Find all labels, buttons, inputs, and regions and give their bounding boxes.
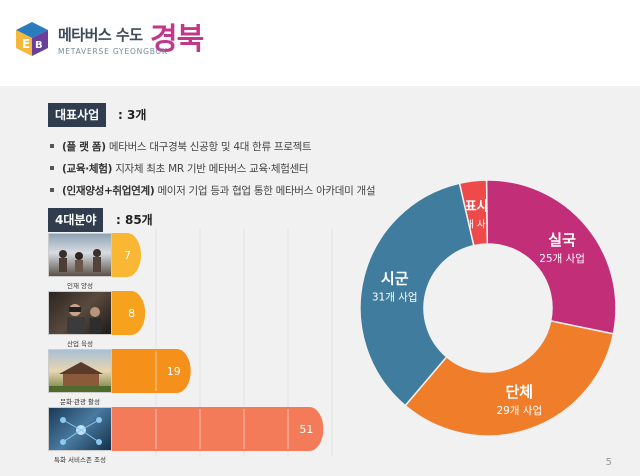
bullet-item: (플 랫 폼) 메타버스 대구경북 신공항 및 4대 한류 프로젝트 <box>50 139 312 154</box>
slice-label: 시군 <box>381 269 409 287</box>
bar <box>112 407 324 451</box>
people-icon <box>59 249 101 272</box>
donut-slice <box>485 179 617 335</box>
bullet-text: 지자체 최초 MR 기반 메타버스 교육·체험센터 <box>115 163 309 175</box>
bar-value-label: 51 <box>299 423 313 436</box>
rep-tag: 대표사업 <box>48 103 107 127</box>
header: E B 메타버스 수도 경북 METAVERSE GYEONGBUK <box>0 0 640 86</box>
row-label: 인재 양성 <box>67 282 93 290</box>
svg-text:E: E <box>22 37 30 51</box>
bullet-dot <box>50 188 54 192</box>
row-image-culture <box>48 349 112 393</box>
bar-group: 8 <box>112 291 146 335</box>
bar-value-label: 7 <box>124 249 131 262</box>
slice-sublabel: 31개 사업 <box>372 290 418 303</box>
bullet-dot <box>50 144 54 148</box>
vr-user-icon <box>67 304 101 333</box>
field-count: : 85개 <box>116 213 153 227</box>
bullet-bold: (인재양성+취업연계) <box>62 185 155 197</box>
bullet-item: (인재양성+취업연계) 메이저 기업 등과 협업 통한 메타버스 아카데미 개설 <box>50 183 376 198</box>
donut-slice <box>404 320 615 437</box>
bullet-bold: (플 랫 폼) <box>62 141 106 153</box>
logo-subtitle: METAVERSE GYEONGBUK <box>58 47 168 56</box>
row-image-talent <box>48 233 112 277</box>
field-tag: 4대분야 <box>48 208 104 232</box>
building-icon <box>49 362 111 392</box>
bar <box>112 349 191 393</box>
bar <box>112 291 146 335</box>
row-label: 문화·관광 활성 <box>59 398 100 406</box>
donut-slice <box>359 182 475 407</box>
bar-value-label: 19 <box>167 365 181 378</box>
bullet-item: (교육·체험) 지자체 최초 MR 기반 메타버스 교육·체험센터 <box>50 161 309 176</box>
slice-label: 단체 <box>505 383 533 401</box>
bar-group: 51 <box>112 407 324 451</box>
logo-title: 메타버스 수도 <box>58 26 143 44</box>
bullet-text: 메이저 기업 등과 협업 통한 메타버스 아카데미 개설 <box>157 185 376 197</box>
slice-sublabel: 25개 사업 <box>539 252 585 265</box>
rep-count: : 3개 <box>118 108 147 122</box>
bar-chart: 7 8 19 51 <box>112 228 333 456</box>
slice-label: 실국 <box>548 231 576 249</box>
bullet-bold: (교육·체험) <box>62 163 113 175</box>
svg-text:B: B <box>35 40 43 51</box>
slice-sublabel: 29개 사업 <box>496 404 542 417</box>
bar-group: 19 <box>112 349 191 393</box>
row-image-service <box>48 407 112 451</box>
bar-group: 7 <box>112 233 142 277</box>
bar <box>112 233 142 277</box>
bar-value-label: 8 <box>128 307 135 320</box>
row-image-industry <box>48 291 112 335</box>
row-label: 산업 육성 <box>67 340 93 348</box>
bullet-dot <box>50 166 54 170</box>
page-number: 5 <box>605 457 612 468</box>
bullet-text: 메타버스 대구경북 신공항 및 4대 한류 프로젝트 <box>108 141 312 153</box>
row-label: 특화 서비스존 조성 <box>54 456 106 464</box>
logo-region: 경북 <box>150 22 204 57</box>
logo-icon: E B <box>16 22 48 56</box>
network-icon <box>60 417 102 445</box>
